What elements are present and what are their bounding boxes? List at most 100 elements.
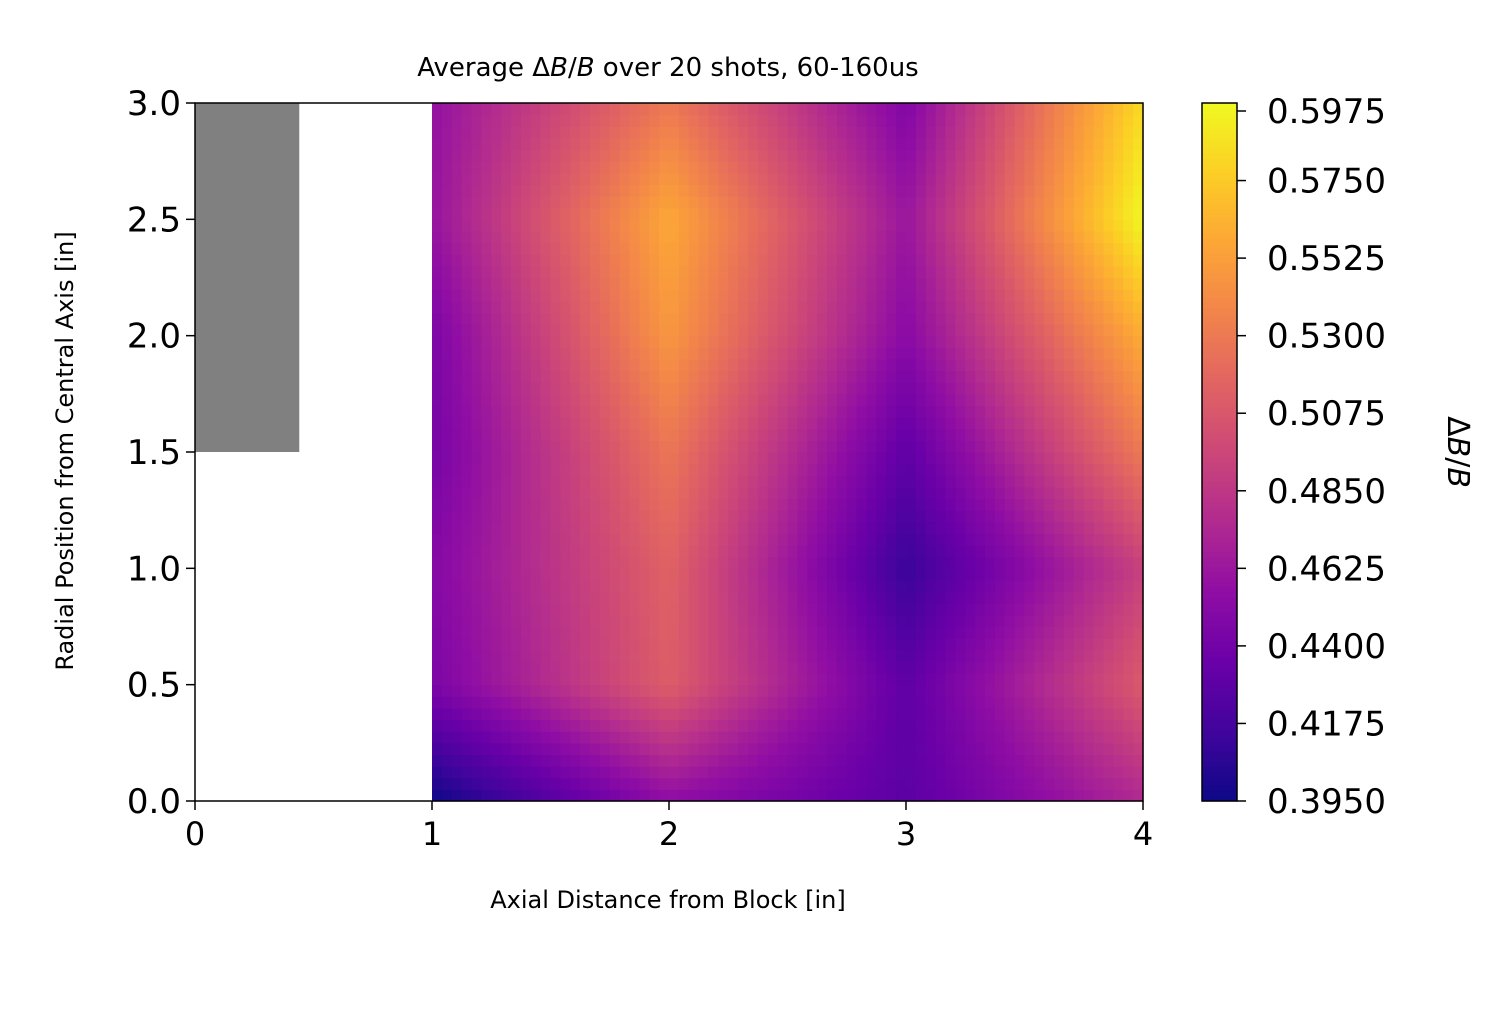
heatmap-cell <box>530 521 542 535</box>
heatmap-cell <box>836 731 848 744</box>
heatmap-cell <box>432 452 443 465</box>
heatmap-cell <box>619 556 631 569</box>
heatmap-cell <box>451 137 463 151</box>
heatmap-cell <box>609 417 621 430</box>
heatmap-cell <box>787 405 798 418</box>
heatmap-cell <box>649 614 660 628</box>
heatmap-cell <box>1093 312 1105 325</box>
heatmap-cell <box>896 696 907 709</box>
heatmap-cell <box>945 754 956 767</box>
heatmap-cell <box>649 219 660 232</box>
heatmap-cell <box>461 242 473 255</box>
heatmap-cell <box>461 626 473 639</box>
heatmap-cell <box>876 649 887 662</box>
heatmap-cell <box>659 475 670 488</box>
heatmap-cell <box>1103 742 1114 756</box>
heatmap-cell <box>599 673 611 686</box>
heatmap-cell <box>669 766 680 779</box>
heatmap-cell <box>1034 742 1045 756</box>
heatmap-cell <box>432 731 443 744</box>
heatmap-cell <box>570 196 581 209</box>
heatmap-cell <box>451 452 463 465</box>
heatmap-cell <box>846 103 858 116</box>
heatmap-cell <box>1004 103 1016 116</box>
heatmap-cell <box>906 254 917 267</box>
heatmap-cell <box>1064 766 1075 779</box>
heatmap-cell <box>511 149 522 162</box>
colorbar-strip <box>1202 611 1237 618</box>
heatmap-cell <box>1064 417 1075 430</box>
heatmap-cell <box>955 265 966 279</box>
heatmap-cell <box>461 719 473 732</box>
heatmap-cell <box>945 370 956 383</box>
heatmap-cell <box>1064 393 1075 407</box>
heatmap-cell <box>955 137 966 151</box>
heatmap-cell <box>985 742 996 756</box>
heatmap-cell <box>975 405 986 418</box>
heatmap-cell <box>757 603 769 616</box>
heatmap-cell <box>748 347 759 360</box>
heatmap-cell <box>738 707 749 721</box>
heatmap-cell <box>925 486 937 500</box>
heatmap-cell <box>1093 254 1105 267</box>
heatmap-cell <box>748 161 759 174</box>
heatmap-cell <box>836 335 848 348</box>
heatmap-cell <box>451 207 463 220</box>
heatmap-cell <box>767 382 779 395</box>
heatmap-cell <box>639 510 650 523</box>
heatmap-cell <box>432 440 443 453</box>
heatmap-cell <box>738 463 749 476</box>
heatmap-cell <box>767 335 779 348</box>
heatmap-cell <box>649 265 660 279</box>
heatmap-cell <box>827 126 838 139</box>
heatmap-cell <box>1073 533 1085 546</box>
heatmap-cell <box>757 789 769 802</box>
heatmap-cell <box>599 731 611 744</box>
heatmap-cell <box>777 358 789 372</box>
heatmap-cell <box>817 335 828 348</box>
heatmap-cell <box>639 358 650 372</box>
heatmap-cell <box>471 440 482 453</box>
heatmap-cell <box>471 614 482 628</box>
colorbar-strip <box>1202 531 1237 538</box>
heatmap-cell <box>945 335 956 348</box>
heatmap-cell <box>1024 254 1035 267</box>
heatmap-cell <box>807 358 818 372</box>
heatmap-cell <box>777 777 789 790</box>
heatmap-cell <box>985 684 996 697</box>
heatmap-cell <box>1093 661 1105 674</box>
heatmap-cell <box>471 172 482 186</box>
heatmap-cell <box>688 486 700 500</box>
heatmap-cell <box>718 126 729 139</box>
heatmap-cell <box>639 742 650 756</box>
heatmap-cell <box>1064 126 1075 139</box>
heatmap-cell <box>866 149 877 162</box>
heatmap-cell <box>925 766 937 779</box>
heatmap-cell <box>748 289 759 302</box>
heatmap-cell <box>1024 417 1035 430</box>
heatmap-cell <box>1103 533 1114 546</box>
heatmap-cell <box>925 417 937 430</box>
heatmap-cell <box>1024 452 1035 465</box>
heatmap-cell <box>629 475 640 488</box>
heatmap-cell <box>777 324 789 337</box>
heatmap-cell <box>846 161 858 174</box>
heatmap-cell <box>1093 521 1105 535</box>
heatmap-cell <box>540 638 552 651</box>
heatmap-cell <box>511 545 522 558</box>
heatmap-cell <box>432 719 443 732</box>
heatmap-cell <box>570 405 581 418</box>
heatmap-cell <box>619 568 631 581</box>
heatmap-cell <box>659 766 670 779</box>
heatmap-cell <box>807 440 818 453</box>
heatmap-cell <box>1073 126 1085 139</box>
heatmap-cell <box>975 591 986 604</box>
heatmap-cell <box>738 614 749 628</box>
heatmap-cell <box>708 475 719 488</box>
heatmap-cell <box>1133 661 1144 674</box>
heatmap-cell <box>994 428 1006 441</box>
heatmap-cell <box>955 300 966 313</box>
heatmap-cell <box>767 731 779 744</box>
heatmap-cell <box>1064 568 1075 581</box>
heatmap-cell <box>491 475 502 488</box>
